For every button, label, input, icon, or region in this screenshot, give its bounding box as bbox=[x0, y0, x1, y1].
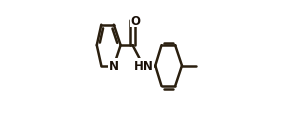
Text: HN: HN bbox=[133, 60, 153, 73]
Text: O: O bbox=[130, 14, 140, 27]
Text: N: N bbox=[109, 60, 119, 73]
